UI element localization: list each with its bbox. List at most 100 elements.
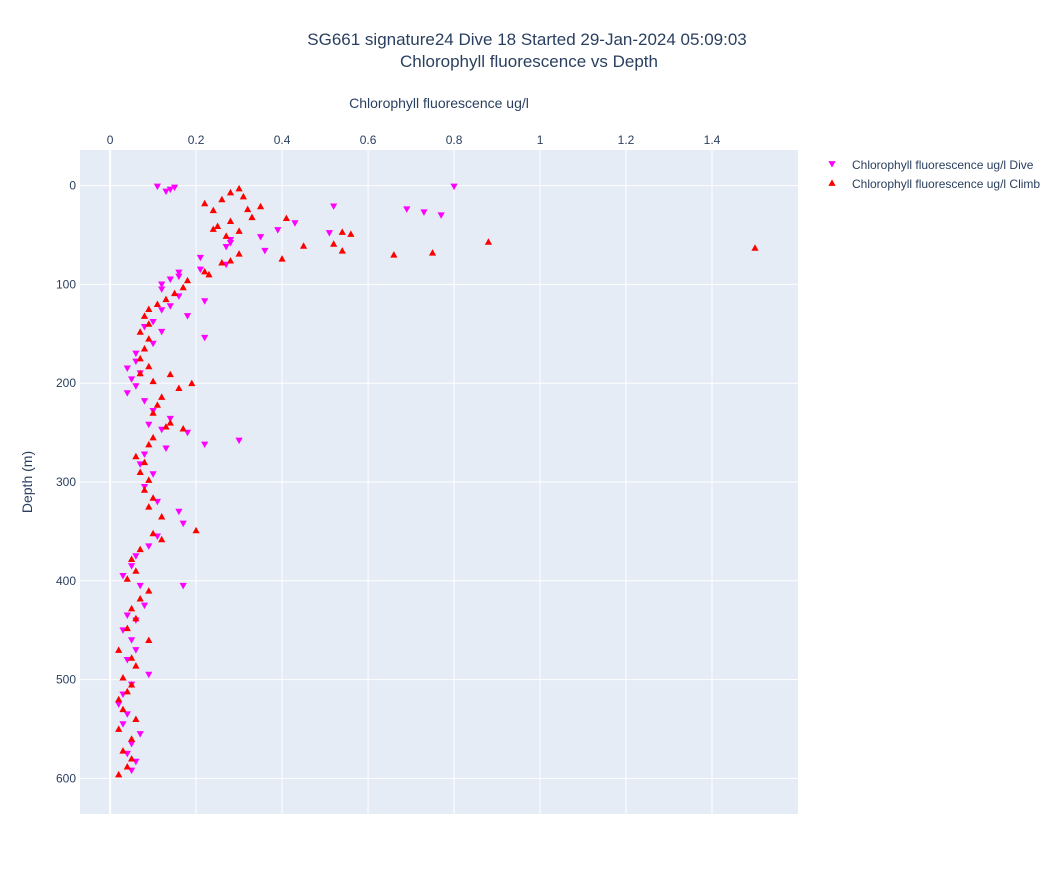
- data-point: [213, 222, 222, 229]
- data-point: [127, 563, 136, 570]
- data-point: [347, 230, 355, 237]
- data-point: [115, 770, 123, 778]
- data-point: [123, 390, 131, 397]
- data-point: [166, 276, 174, 284]
- data-point: [158, 281, 166, 288]
- data-point: [179, 283, 187, 291]
- x-tick-label: 0.6: [360, 133, 377, 147]
- data-point: [140, 312, 149, 319]
- data-point: [175, 508, 183, 516]
- data-point: [201, 298, 209, 305]
- data-point: [127, 755, 136, 762]
- legend-item-climb[interactable]: Chlorophyll fluorescence ug/l Climb: [828, 177, 1040, 191]
- data-point: [166, 370, 174, 378]
- data-point: [145, 587, 153, 594]
- data-point: [145, 421, 153, 429]
- data-point: [132, 614, 140, 622]
- data-point: [183, 313, 192, 320]
- data-point: [403, 206, 411, 213]
- data-point: [136, 468, 144, 475]
- data-point: [428, 249, 437, 256]
- data-point: [235, 437, 243, 445]
- chart-title-line-1: SG661 signature24 Dive 18 Started 29-Jan…: [307, 30, 746, 49]
- data-point: [218, 259, 226, 266]
- data-point: [222, 243, 230, 251]
- data-point: [145, 335, 153, 342]
- data-point: [136, 354, 144, 362]
- data-point: [149, 319, 157, 326]
- data-point: [149, 409, 157, 416]
- data-point: [166, 419, 174, 426]
- x-tick-label: 0.8: [446, 133, 463, 147]
- data-point: [153, 183, 161, 191]
- data-point: [119, 705, 127, 713]
- data-point: [239, 192, 247, 200]
- y-tick-label: 500: [56, 673, 76, 687]
- data-point: [205, 270, 213, 278]
- x-axis-title: Chlorophyll fluorescence ug/l: [349, 95, 529, 111]
- data-point: [136, 369, 144, 377]
- data-point: [145, 476, 153, 483]
- data-point: [226, 188, 235, 196]
- data-point: [158, 307, 166, 314]
- data-point: [123, 365, 131, 372]
- markers: [115, 183, 759, 778]
- data-point: [179, 425, 187, 432]
- data-point: [450, 183, 458, 191]
- data-point: [145, 305, 153, 312]
- x-tick-label: 1.2: [618, 133, 635, 147]
- data-point: [149, 471, 157, 478]
- data-point: [166, 303, 174, 310]
- x-tick-label: 1.4: [704, 133, 721, 147]
- tick-labels: 0 0.2 0.4 0.6 0.8 1 1.2 1.4 0 100 200 300 400 500 600: [56, 133, 721, 785]
- data-point: [338, 228, 346, 235]
- data-point: [256, 234, 265, 241]
- data-point: [115, 701, 123, 708]
- x-tick-label: 0: [107, 133, 114, 147]
- data-point: [158, 328, 166, 336]
- data-point: [149, 433, 157, 441]
- data-point: [123, 624, 131, 632]
- data-point: [115, 695, 123, 703]
- data-point: [226, 240, 235, 247]
- data-point: [115, 725, 123, 732]
- data-point: [145, 503, 153, 510]
- data-point: [127, 740, 136, 748]
- y-tick-label: 0: [69, 179, 76, 193]
- data-point: [153, 401, 161, 408]
- data-point: [201, 267, 209, 275]
- data-point: [123, 711, 131, 718]
- data-point: [201, 334, 209, 342]
- legend-item-dive[interactable]: Chlorophyll fluorescence ug/l Dive: [828, 158, 1034, 172]
- data-point: [140, 486, 149, 493]
- data-point: [170, 184, 179, 192]
- data-point: [420, 209, 428, 216]
- y-tick-label: 100: [56, 277, 76, 291]
- data-point: [218, 195, 226, 203]
- data-point: [119, 627, 127, 634]
- data-point: [209, 206, 217, 214]
- data-point: [127, 680, 136, 688]
- legend-marker-climb: [828, 179, 836, 186]
- data-point: [149, 340, 157, 348]
- data-point: [183, 276, 192, 284]
- data-point: [136, 328, 144, 335]
- data-point: [149, 529, 157, 537]
- data-point: [751, 244, 759, 251]
- data-point: [175, 384, 183, 392]
- data-point: [123, 656, 131, 664]
- data-point: [256, 202, 265, 210]
- data-point: [127, 637, 136, 644]
- data-point: [162, 188, 170, 196]
- data-point: [274, 227, 282, 234]
- data-point: [127, 654, 136, 661]
- data-point: [136, 731, 144, 738]
- data-point: [132, 350, 140, 358]
- data-point: [140, 602, 149, 610]
- data-point: [338, 247, 346, 254]
- data-point: [153, 300, 161, 308]
- data-point: [127, 735, 136, 742]
- legend[interactable]: Chlorophyll fluorescence ug/l Dive Chlor…: [828, 158, 1040, 191]
- data-point: [140, 398, 149, 405]
- data-point: [149, 494, 157, 501]
